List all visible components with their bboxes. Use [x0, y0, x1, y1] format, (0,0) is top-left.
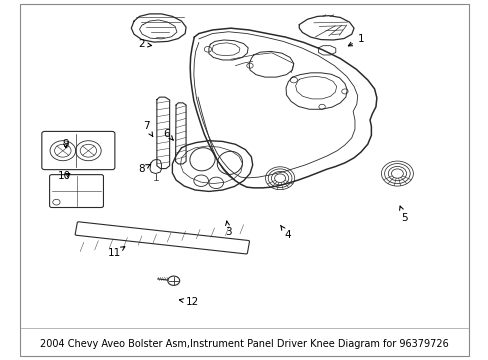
Text: 2: 2: [138, 39, 151, 49]
Text: 10: 10: [58, 171, 71, 181]
Text: 5: 5: [399, 206, 407, 222]
Text: 7: 7: [143, 121, 153, 137]
Text: 2004 Chevy Aveo Bolster Asm,Instrument Panel Driver Knee Diagram for 96379726: 2004 Chevy Aveo Bolster Asm,Instrument P…: [40, 339, 448, 348]
Text: 4: 4: [280, 225, 290, 240]
Text: 9: 9: [62, 139, 69, 149]
Text: 3: 3: [225, 221, 231, 237]
Text: 8: 8: [138, 164, 150, 174]
Text: 12: 12: [179, 297, 198, 307]
Text: 1: 1: [347, 34, 364, 46]
Text: 6: 6: [163, 129, 173, 140]
Text: 11: 11: [107, 247, 124, 258]
